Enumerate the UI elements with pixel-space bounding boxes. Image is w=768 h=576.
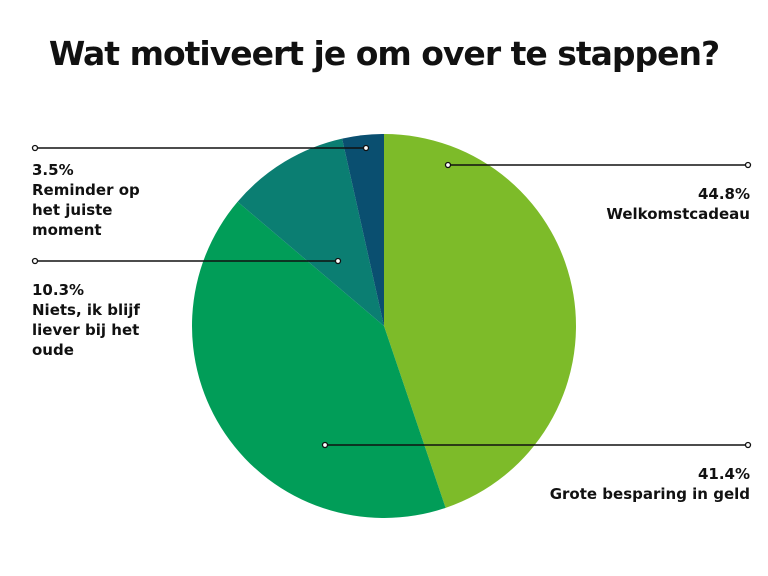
value-label: 10.3% xyxy=(32,281,85,299)
pie-slice xyxy=(384,134,576,508)
value-label: 41.4% xyxy=(697,465,750,483)
leader-dot xyxy=(31,144,39,152)
pie-slice xyxy=(237,138,384,326)
category-label: Reminder op het juiste moment xyxy=(32,181,140,239)
leader-dot xyxy=(31,257,39,265)
leader-dot xyxy=(321,441,329,449)
leader-dot xyxy=(362,144,370,152)
pie-slice xyxy=(191,201,446,519)
category-label: Niets, ik blijf liever bij het oude xyxy=(32,301,140,359)
chart-title: Wat motiveert je om over te stappen? xyxy=(48,34,720,73)
value-label: 3.5% xyxy=(32,161,74,179)
leader-dot xyxy=(744,441,752,449)
slice-label: 41.4% Grote besparing in geld xyxy=(490,464,750,504)
category-label: Grote besparing in geld xyxy=(549,485,750,503)
value-label: 44.8% xyxy=(697,185,750,203)
leader-dot xyxy=(334,257,342,265)
leader-dot xyxy=(444,161,452,169)
slice-label: 3.5% Reminder op het juiste moment xyxy=(32,160,172,240)
slice-label: 44.8% Welkomstcadeau xyxy=(550,184,750,224)
category-label: Welkomstcadeau xyxy=(606,205,750,223)
slice-label: 10.3% Niets, ik blijf liever bij het oude xyxy=(32,280,152,360)
pie-slice xyxy=(342,134,384,326)
leader-dot xyxy=(744,161,752,169)
